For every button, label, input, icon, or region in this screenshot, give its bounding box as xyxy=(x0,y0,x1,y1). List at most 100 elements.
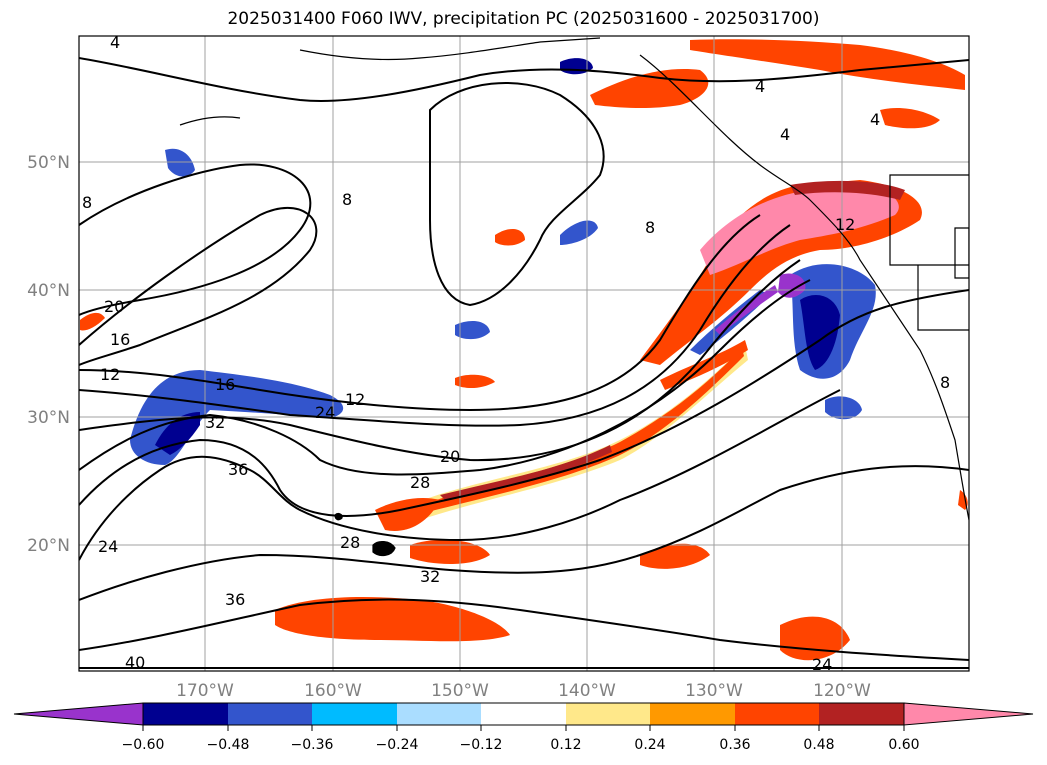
colorbar-tick-label: −0.36 xyxy=(291,737,334,753)
colorbar-tick-label: 0.36 xyxy=(719,737,750,753)
map-frame xyxy=(78,35,970,672)
hawaii-island-2 xyxy=(334,512,343,521)
contour-36 xyxy=(79,465,969,601)
colorbar-tick-labels: −0.60 −0.48 −0.36 −0.24 −0.12 0.12 0.24 … xyxy=(122,737,920,753)
contour-labels: 4 4 4 4 8 8 8 8 12 12 12 16 16 20 20 24 … xyxy=(82,33,950,674)
blob-blue-2 xyxy=(165,148,195,177)
contour-label: 20 xyxy=(104,297,124,316)
contour-label: 24 xyxy=(315,403,335,422)
contour-label: 8 xyxy=(342,190,352,209)
colorbar-segment xyxy=(819,703,904,725)
contour-label: 4 xyxy=(110,33,120,52)
west-darkblue-area xyxy=(155,412,200,455)
hawaii-island-1 xyxy=(372,541,396,557)
blob-blue-1 xyxy=(825,396,862,420)
alaska-orange-2 xyxy=(690,39,965,90)
contour-16-west xyxy=(79,206,318,366)
coast-band-red xyxy=(790,180,905,200)
contour-label: 36 xyxy=(225,590,245,609)
blob-9 xyxy=(958,490,968,510)
aleutian-coast xyxy=(299,37,601,61)
contour-24 xyxy=(79,279,811,476)
colorbar-segment xyxy=(650,703,735,725)
precip-positive-areas xyxy=(80,39,968,661)
colorbar-tick-label: 0.60 xyxy=(888,737,919,753)
contour-label: 20 xyxy=(440,447,460,466)
grid-lines xyxy=(79,36,969,671)
west-coast xyxy=(639,54,969,521)
colorbar-tick-label: −0.12 xyxy=(460,737,503,753)
colorbar-tick-label: −0.60 xyxy=(122,737,165,753)
colorbar-segment xyxy=(481,703,566,725)
lat-label: 30°N xyxy=(27,408,70,428)
coast-darkblue-area xyxy=(800,295,840,370)
longitude-labels: 170°W 160°W 150°W 140°W 130°W 120°W xyxy=(176,681,871,701)
blob-blue-5 xyxy=(560,220,598,245)
coast-band-pink xyxy=(700,188,899,275)
colorbar-tick-label: 0.24 xyxy=(634,737,665,753)
blob-blue-4 xyxy=(455,320,490,340)
lat-label: 20°N xyxy=(27,536,70,556)
latitude-labels: 50°N 40°N 30°N 20°N xyxy=(27,153,70,556)
contour-28 xyxy=(79,289,969,517)
contour-4 xyxy=(79,57,969,102)
colorbar-tick-label: −0.48 xyxy=(207,737,250,753)
colorbar-tick-label: 0.12 xyxy=(550,737,581,753)
contour-8-center xyxy=(429,82,605,307)
state-border-1 xyxy=(889,174,969,266)
contour-label: 28 xyxy=(410,473,430,492)
lat-label: 50°N xyxy=(27,153,70,173)
contour-label: 8 xyxy=(82,193,92,212)
coastlines xyxy=(179,37,969,557)
south-blob-3 xyxy=(640,543,710,569)
blob-7 xyxy=(80,312,105,331)
alaska-orange-3 xyxy=(880,108,940,129)
contour-40 xyxy=(79,598,969,661)
colorbar-frame xyxy=(142,702,905,726)
contour-label: 8 xyxy=(645,218,655,237)
map-title: 2025031400 F060 IWV, precipitation PC (2… xyxy=(227,9,820,29)
map-panel: 4 4 4 4 8 8 8 8 12 12 12 16 16 20 20 24 … xyxy=(79,33,969,674)
colorbar-segment xyxy=(397,703,481,725)
contour-label: 16 xyxy=(215,375,235,394)
blob-6 xyxy=(495,228,525,246)
south-blob-2 xyxy=(410,539,490,564)
lon-label: 160°W xyxy=(304,681,362,701)
contour-label: 4 xyxy=(755,77,765,96)
contour-label: 4 xyxy=(780,125,790,144)
iwv-contours xyxy=(79,57,969,669)
lon-label: 140°W xyxy=(558,681,616,701)
south-blob-1 xyxy=(275,597,510,642)
contour-20 xyxy=(79,259,801,462)
contour-label: 40 xyxy=(125,653,145,672)
ar-tail xyxy=(375,498,440,531)
colorbar-segment xyxy=(735,703,819,725)
colorbar-extend-left xyxy=(13,702,144,726)
state-border-2 xyxy=(917,265,969,331)
contour-label: 28 xyxy=(340,533,360,552)
contour-32 xyxy=(79,389,841,561)
contour-12 xyxy=(79,214,761,412)
colorbar-extend-right xyxy=(903,702,1034,726)
alaska-orange-1 xyxy=(590,69,709,109)
contour-label: 32 xyxy=(420,567,440,586)
contour-label: 12 xyxy=(100,365,120,384)
colorbar-segment xyxy=(312,703,397,725)
contour-label: 12 xyxy=(345,390,365,409)
contour-16 xyxy=(79,224,791,427)
lat-label: 40°N xyxy=(27,281,70,301)
island-chain xyxy=(179,116,241,126)
contour-label: 4 xyxy=(870,110,880,129)
contour-label: 32 xyxy=(205,413,225,432)
contour-label: 36 xyxy=(228,460,248,479)
colorbar-segment xyxy=(228,703,312,725)
ar-band-red xyxy=(440,445,612,500)
lon-label: 130°W xyxy=(685,681,743,701)
colorbar-tick-label: −0.24 xyxy=(376,737,419,753)
lon-label: 150°W xyxy=(431,681,489,701)
colorbar-segment xyxy=(143,703,228,725)
blob-5 xyxy=(455,374,495,389)
contour-label: 24 xyxy=(812,655,832,674)
lon-label: 170°W xyxy=(176,681,234,701)
